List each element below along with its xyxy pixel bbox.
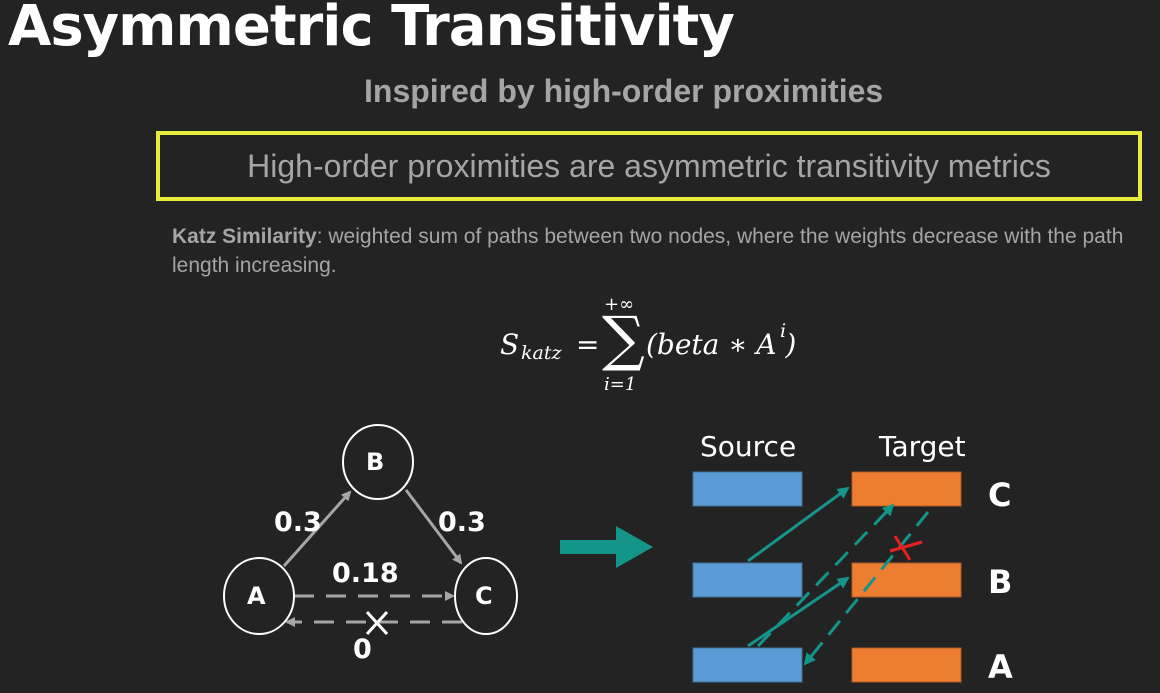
formula-exponent: i (780, 320, 787, 342)
edge-bc-weight: 0.3 (438, 507, 486, 538)
cross-icon (365, 610, 389, 636)
edge-ab-weight: 0.3 (274, 507, 322, 538)
formula-upper-limit: +∞ (604, 294, 635, 315)
slide-title: Asymmetric Transitivity (8, 0, 735, 59)
katz-description: Katz Similarity: weighted sum of paths b… (172, 222, 1157, 280)
node-a (223, 557, 295, 635)
edge-a-to-b (282, 490, 352, 567)
blocked-cross-icon (889, 535, 923, 561)
row-label-b: B (988, 563, 1013, 601)
source-vector-a (692, 647, 803, 683)
highlight-text: High-order proximities are asymmetric tr… (247, 147, 1051, 184)
formula-equals: = (576, 328, 600, 361)
node-b-label: B (366, 448, 385, 476)
formula-symbol: S (500, 328, 520, 361)
target-vector-b (851, 562, 962, 598)
formula-lower-limit: i=1 (604, 374, 637, 395)
target-vector-a (851, 647, 962, 683)
edge-ca-weight: 0 (353, 634, 372, 665)
edge-ac-weight: 0.18 (332, 558, 399, 589)
katz-definition: : weighted sum of paths between two node… (172, 225, 1124, 277)
proximity-arrow-b-to-c (747, 486, 850, 563)
proximity-arrow-c-to-a-dashed (803, 511, 930, 666)
transform-arrow-icon (560, 526, 653, 568)
katz-term: Katz Similarity (172, 225, 317, 248)
row-label-a: A (988, 648, 1013, 686)
node-b (342, 424, 414, 500)
node-c-label: C (475, 582, 493, 610)
source-vector-b (692, 562, 803, 598)
node-c (454, 557, 518, 635)
row-label-c: C (988, 476, 1012, 514)
source-label: Source (700, 430, 797, 463)
formula-body: (beta ∗ A ) (646, 328, 797, 361)
proximity-arrow-a-to-c-dashed (756, 503, 895, 648)
target-label: Target (879, 430, 966, 463)
proximity-arrow-a-to-b (747, 576, 850, 648)
target-vector-c (851, 471, 962, 507)
edge-b-to-c (404, 489, 463, 565)
source-vector-c (692, 471, 803, 507)
formula-subscript: katz (521, 342, 562, 364)
formula-sigma: ∑ (602, 304, 645, 374)
slide-subtitle: Inspired by high-order proximities (364, 73, 884, 109)
highlight-box: High-order proximities are asymmetric tr… (156, 131, 1142, 201)
node-a-label: A (247, 582, 266, 610)
